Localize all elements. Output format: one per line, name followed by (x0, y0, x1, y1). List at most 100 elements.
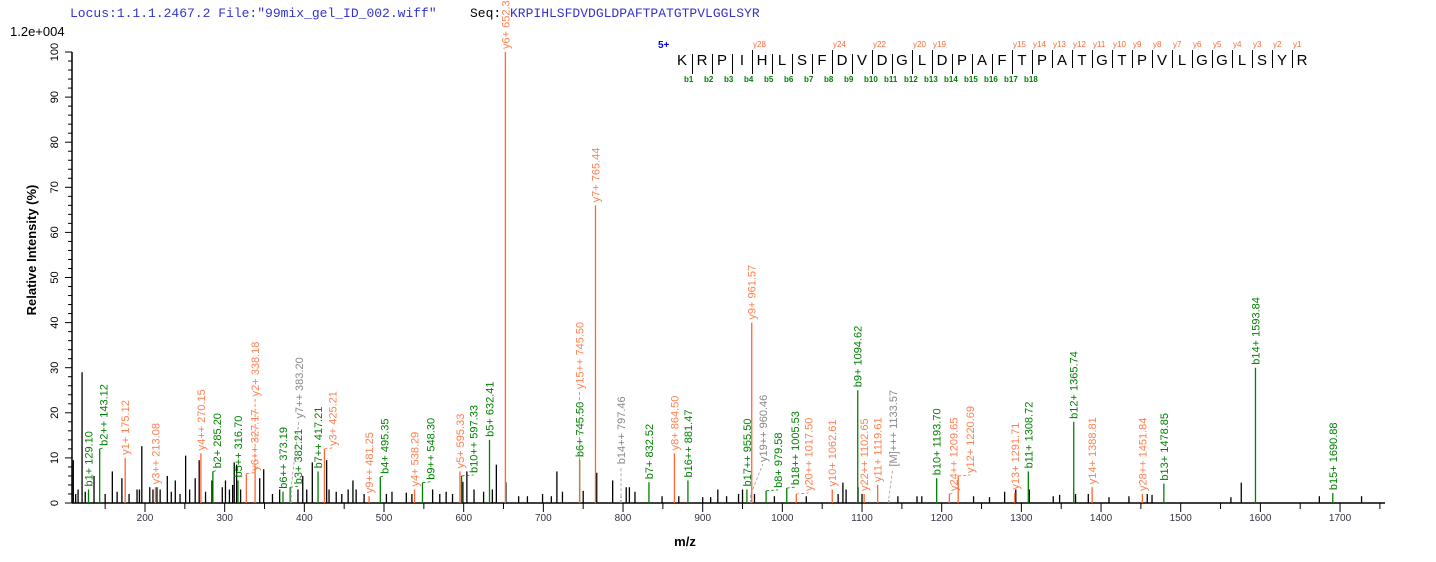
b-ion-marker: b12 (904, 75, 918, 84)
b-ion-marker: b16 (984, 75, 998, 84)
cleavage-marker (992, 54, 993, 74)
cleavage-marker (952, 54, 953, 74)
peak-label: b9++ 548.30 (425, 418, 437, 480)
y-tick-label: 100 (49, 43, 61, 61)
sequence-residue: S (796, 52, 807, 69)
b-ion-marker: b14 (944, 75, 958, 84)
cleavage-marker (1112, 50, 1113, 68)
peak-label: b2++ 143.12 (99, 384, 111, 446)
b-ion-marker: b17 (1004, 75, 1018, 84)
sequence-residue: T (1117, 52, 1127, 69)
peak-label: y3++ 213.08 (150, 423, 162, 484)
x-tick-label: 1600 (1249, 513, 1272, 524)
cleavage-marker (1132, 50, 1133, 68)
peak-label: b9+ 1094.62 (853, 326, 865, 387)
cleavage-marker (872, 50, 873, 68)
label-leader (290, 420, 300, 490)
peak-label: b6+ 745.50 (575, 402, 587, 457)
x-tick-label: 1300 (1010, 513, 1033, 524)
y-ion-marker: y3 (1253, 40, 1262, 49)
peak-label: b5+ 632.41 (485, 381, 497, 436)
peak-label: y4+ 538.29 (410, 432, 422, 487)
b-ion-marker: b9 (844, 75, 854, 84)
y-ion-marker: y4 (1233, 40, 1242, 49)
sequence-residue: D (876, 52, 888, 69)
sequence-residue: G (896, 52, 908, 69)
x-tick-label: 800 (615, 513, 632, 524)
peak-label: b13+ 1478.85 (1159, 413, 1171, 481)
label-leader (461, 474, 474, 477)
y-ion-marker: y12 (1073, 40, 1086, 49)
max-intensity-label: 1.2e+004 (10, 24, 65, 39)
y-ion-marker: y5 (1213, 40, 1222, 49)
sequence-residue: L (1237, 52, 1247, 69)
peak-label: b7++ 417.21 (313, 407, 325, 469)
y-ion-marker: y20 (913, 40, 926, 49)
label-leader (324, 447, 333, 450)
sequence-residue: P (1036, 52, 1047, 69)
x-tick-label: 300 (216, 513, 233, 524)
y-ion-marker: y2 (1273, 40, 1282, 49)
y-ion-marker: y15 (1013, 40, 1026, 49)
sequence-residue: G (1096, 52, 1108, 69)
peak-label: b16++ 881.47 (683, 410, 695, 478)
b-ion-marker: b18 (1024, 75, 1038, 84)
b-ion-marker: b5 (764, 75, 774, 84)
cleavage-marker (1192, 50, 1193, 68)
y-tick-label: 60 (49, 226, 61, 238)
sequence-residue: G (1216, 52, 1228, 69)
label-leader (422, 481, 431, 484)
sequence-residue: D (936, 52, 948, 69)
peak-label: y6+ 652.35 (500, 0, 512, 49)
b-ion-marker: b4 (744, 75, 754, 84)
sequence-residue: T (1017, 52, 1027, 69)
y-tick-label: 90 (49, 91, 61, 103)
x-tick-label: 1400 (1090, 513, 1113, 524)
x-tick-label: 200 (137, 513, 154, 524)
peak-label: b15+ 1690.88 (1328, 422, 1340, 490)
peak-label: b12+ 1365.74 (1069, 351, 1081, 419)
y-tick-label: 80 (49, 136, 61, 148)
cleavage-marker (1292, 50, 1293, 68)
sequence-residue: D (836, 52, 848, 69)
sequence-residue: P (716, 52, 727, 69)
x-tick-label: 1100 (851, 513, 873, 524)
x-tick-label: 600 (455, 513, 472, 524)
y-tick-label: 40 (49, 316, 61, 328)
x-tick-label: 400 (296, 513, 313, 524)
peak-label: y19++ 960.46 (758, 395, 770, 462)
y-tick-label: 20 (49, 407, 61, 419)
label-leader (99, 447, 104, 450)
y-ion-marker: y7 (1173, 40, 1182, 49)
y-tick-label: 30 (49, 362, 61, 374)
sequence-residue: V (1156, 52, 1167, 69)
peak-label: y13+ 1291.71 (1010, 423, 1022, 490)
cleavage-marker (1272, 50, 1273, 68)
sequence-residue: A (976, 52, 987, 69)
label-leader (212, 470, 217, 472)
locus-file-label: Locus:1.1.1.2467.2 File:"99mix_gel_ID_00… (70, 6, 437, 21)
cleavage-marker (972, 54, 973, 74)
sequence-residue: F (817, 52, 827, 69)
label-leader (786, 486, 795, 489)
peak-label: b6++ 373.19 (278, 427, 290, 489)
sequence-residue: P (1136, 52, 1147, 69)
y-ion-marker: y8 (1153, 40, 1162, 49)
cleavage-marker (1052, 50, 1053, 68)
peak-label: y7++ 383.20 (294, 357, 306, 418)
x-tick-label: 700 (535, 513, 552, 524)
peak-label: b4+ 495.35 (379, 418, 391, 473)
peak-label: y3+ 425.21 (327, 391, 339, 446)
y-ion-marker: y11 (1093, 40, 1106, 49)
sequence-residue: A (1056, 52, 1067, 69)
x-tick-label: 1200 (931, 513, 954, 524)
cleavage-marker (792, 54, 793, 74)
peak-label: y28++ 1451.84 (1137, 418, 1149, 491)
label-leader (380, 475, 385, 478)
b-ion-marker: b11 (884, 75, 898, 84)
x-tick-label: 900 (694, 513, 711, 524)
cleavage-marker (1032, 50, 1033, 68)
label-leader (766, 489, 779, 492)
cleavage-marker (912, 50, 913, 68)
